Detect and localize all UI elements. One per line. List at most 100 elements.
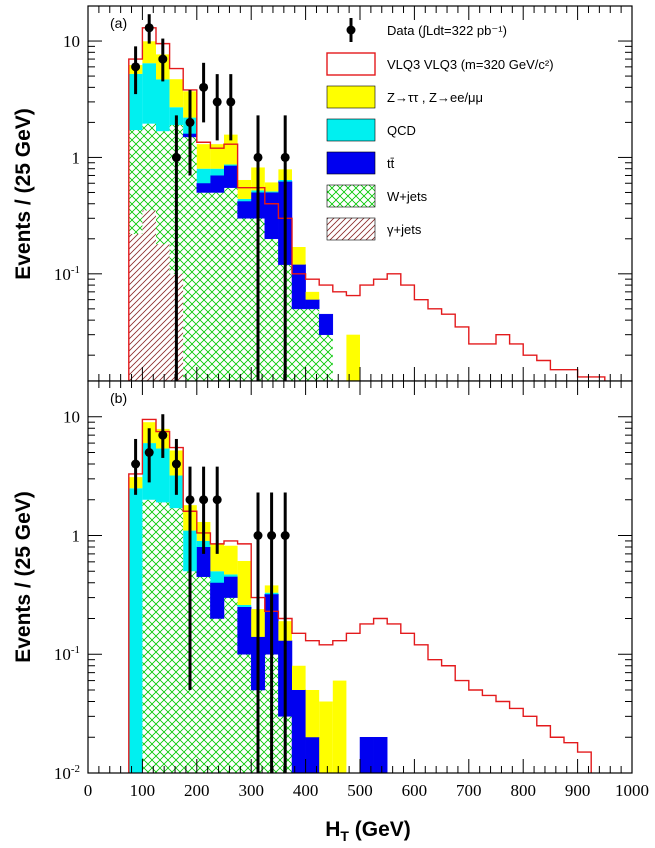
legend-qcd-label: QCD: [387, 123, 416, 138]
panel-a-wjets-bar: [210, 192, 224, 381]
xtick-label: 0: [84, 781, 93, 800]
panel-a-ttbar-bar: [196, 183, 211, 193]
legend-vlq-swatch: [326, 52, 376, 76]
panel-b-qcd-bar: [224, 574, 238, 577]
panel-a-ttbar-bar: [264, 192, 279, 240]
panel-a-gjets-bar: [128, 233, 143, 381]
panel-b-data-point: [267, 530, 277, 540]
panel-a-gjets-bar: [142, 210, 156, 381]
panel-b-ttbar-bar: [291, 689, 306, 774]
panel-a-qcd-bar: [128, 73, 143, 131]
panel-a-wjets-bar: [264, 238, 279, 381]
panel-a-data-point: [199, 82, 209, 92]
legend-wjets-swatch: [326, 184, 376, 208]
panel-b-wjets-bar: [156, 502, 170, 773]
legend-ztt-swatch: [326, 85, 376, 109]
xtick-label: 1000: [615, 781, 649, 800]
panel-b-ztt-bar: [332, 680, 347, 773]
panel-b-data-point: [131, 459, 141, 469]
panel-a-wjets-bar: [292, 308, 306, 381]
panel-b-data-point: [144, 447, 154, 457]
panel-a-data-point: [226, 97, 236, 107]
panel-b-label: (b): [110, 390, 127, 406]
panel-a-ytick-label: 10: [63, 32, 80, 51]
panel-a-ztt-bar: [169, 79, 184, 108]
legend: Data (∫Ldt=322 pb⁻¹) VLQ3 VLQ3 (m=320 GeV…: [326, 18, 554, 241]
panel-b-ytick-label: 10-1: [54, 644, 80, 664]
panel-a-wjets-bar: [183, 136, 197, 381]
panel-a-ztt-bar: [142, 41, 156, 64]
panel-a-ztt-bar: [305, 291, 320, 300]
panel-a-wjets-bar: [224, 187, 238, 381]
panel-a-data-point: [185, 117, 195, 127]
panel-b-ttbar-bar: [373, 737, 388, 774]
legend-gjets-swatch: [326, 217, 376, 241]
panel-a-data-point: [171, 152, 181, 162]
panel-b-wjets-bar: [224, 597, 238, 773]
panel-b-data-point: [212, 495, 222, 505]
y-axis-title-a: Events / (25 GeV): [12, 108, 35, 280]
panel-a-ytick-label: 1: [72, 148, 81, 167]
panel-b-ztt-bar: [305, 689, 320, 738]
xtick-label: 200: [184, 781, 210, 800]
x-axis-title: HT (GeV): [325, 818, 411, 844]
xtick-label: 900: [565, 781, 591, 800]
panel-a-data-point: [158, 54, 168, 64]
panel-b-ytick-label: 10-2: [54, 763, 80, 783]
legend-qcd-swatch: [326, 118, 376, 142]
panel-b-qcd-bar: [210, 571, 224, 583]
panel-a-qcd-bar: [156, 79, 170, 132]
panel-a-data-point: [280, 152, 290, 162]
panel-b-wjets-bar: [210, 618, 224, 773]
panel-a-qcd-bar: [237, 198, 252, 202]
panel-b-ytick-label: 10: [63, 408, 80, 427]
panel-a-label: (a): [110, 15, 127, 31]
panel-a-ttbar-bar: [237, 201, 252, 219]
xtick-label: 800: [510, 781, 536, 800]
xtick-label: 400: [293, 781, 319, 800]
panel-b-data-point: [171, 459, 181, 469]
panel-b-ztt-bar: [210, 543, 224, 572]
panel-b-ztt-bar: [319, 701, 333, 773]
panel-b-ttbar-bar: [223, 576, 238, 598]
panel-a-wjets-bar: [128, 130, 143, 234]
panel-a-data-point: [131, 62, 141, 72]
panel-a-ztt-bar: [292, 247, 306, 265]
panel-a-ttbar-bar: [305, 299, 320, 310]
panel-b-qcd-bar: [156, 448, 170, 503]
panel-b-wjets-bar: [142, 499, 156, 773]
panel-a-vlq-line: [128, 27, 606, 381]
panel-b-data-point: [280, 530, 290, 540]
panel-a-wjets-bar: [237, 218, 252, 381]
panel-a-wjets-bar: [156, 131, 170, 245]
panel-a-data-point: [144, 23, 154, 33]
panel-a-ztt-bar: [196, 144, 211, 169]
panel-a-ztt-bar: [264, 182, 279, 192]
panel-b-qcd-bar: [237, 604, 252, 607]
panel-a-ztt-bar: [224, 134, 238, 165]
legend-data-marker: [346, 25, 356, 35]
panel-a-wjets-bar: [196, 192, 211, 381]
legend-ttbar-label: tt̄: [387, 156, 395, 171]
panel-a-wjets-bar: [319, 334, 333, 381]
panel-b-ttbar-bar: [359, 737, 374, 774]
panel-a-gjets-bar: [156, 244, 170, 381]
panel-a-ztt-bar: [237, 179, 252, 199]
xtick-label: 100: [130, 781, 156, 800]
panel-b-ttbar-bar: [305, 737, 320, 774]
legend-data-label: Data (∫Ldt=322 pb⁻¹): [387, 23, 507, 38]
panel-a-wjets-bar: [305, 308, 320, 381]
xtick-label: 500: [347, 781, 373, 800]
panel-b-wjets-bar: [169, 508, 184, 773]
y-axis-title-b: Events / (25 GeV): [12, 491, 35, 663]
panel-b-ttbar-bar: [210, 582, 225, 619]
panel-a-ytick-label: 10-1: [54, 264, 80, 284]
panel-a-data-point: [212, 97, 222, 107]
panel-a-ttbar-bar: [210, 175, 225, 193]
panel-a-ztt-bar: [210, 144, 224, 169]
panel-a-qcd-bar: [196, 168, 211, 184]
panel-b-wjets-bar: [237, 654, 252, 773]
panel-a-qcd-bar: [224, 164, 238, 166]
panel-b-data-point: [158, 430, 168, 440]
